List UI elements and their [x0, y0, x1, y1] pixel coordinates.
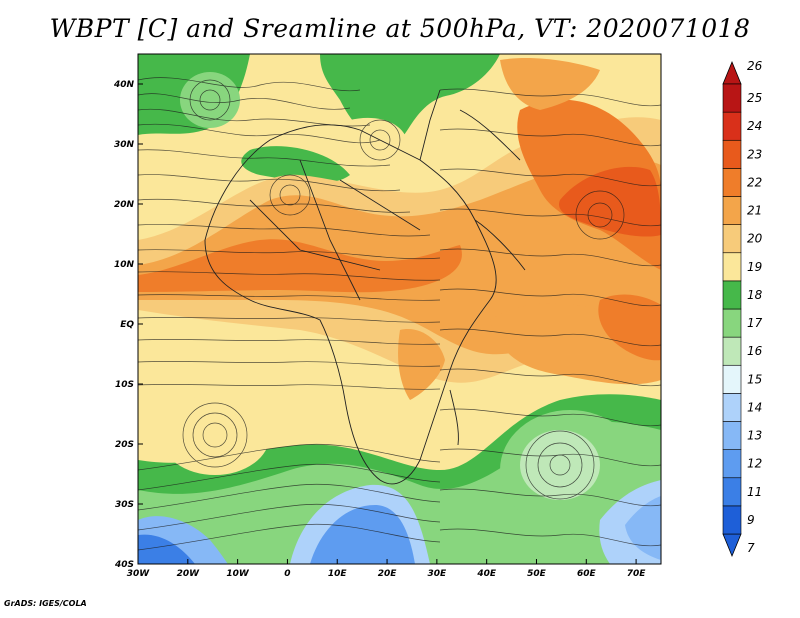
colorbar-label: 17	[747, 316, 763, 330]
lon-tick-label: 40E	[476, 569, 497, 579]
colorbar-swatch	[722, 280, 742, 310]
lon-tick-label: 30E	[428, 569, 448, 579]
colorbar-swatch	[722, 196, 742, 225]
lat-tick-label: 20N	[114, 200, 135, 210]
colorbar-swatch	[722, 393, 742, 422]
coastlines	[204, 89, 526, 485]
colorbar-swatch	[722, 308, 742, 338]
colorbar-swatch	[722, 168, 742, 197]
field-east-red-pocket	[598, 294, 661, 361]
field-northeast-orange	[500, 58, 600, 110]
footer-credit: GrADS: IGES/COLA	[4, 599, 87, 608]
plot-frame	[137, 53, 662, 565]
lon-tick-label: 70E	[627, 569, 647, 579]
field-north-yellow-pocket	[343, 117, 405, 155]
colorbar-swatch	[722, 421, 742, 450]
latitude-axis: 40N 30N 20N 10N EQ 10S 20S 30S 40S	[113, 80, 143, 570]
colorbar-swatch	[722, 505, 742, 535]
colorbar-label: 19	[747, 260, 762, 274]
lon-tick-label: 10E	[328, 569, 348, 579]
streamlines	[138, 77, 661, 551]
colorbar-label: 25	[747, 91, 762, 105]
lat-tick-label: 30N	[114, 140, 135, 150]
colorbar-arrow-max	[722, 60, 742, 85]
lon-tick-label: 10W	[226, 569, 250, 579]
field-central-warm	[398, 329, 445, 400]
lat-tick-label: 40S	[114, 560, 134, 570]
colorbar-label: 9	[747, 513, 755, 527]
colorbar-swatch	[722, 83, 742, 113]
colorbar-swatch	[722, 336, 742, 366]
colorbar-arrow-min	[722, 533, 742, 558]
colorbar-label: 15	[747, 372, 762, 386]
colorbar-label: 12	[747, 457, 762, 471]
colorbar: 7 9 11 12 13 14 15 16 17 18 19 20 21 22 23 24 25 26	[722, 59, 763, 558]
wbpt-field	[138, 54, 661, 564]
colorbar-swatch	[722, 449, 742, 479]
colorbar-label: 20	[747, 232, 763, 246]
lon-tick-label: 20W	[177, 569, 201, 579]
colorbar-label: 23	[747, 147, 762, 161]
lon-tick-label: 20E	[378, 569, 398, 579]
field-se-eddy-inner	[520, 430, 600, 500]
colorbar-label: 11	[747, 485, 762, 499]
lat-tick-label: 10N	[114, 260, 135, 270]
colorbar-label: 21	[747, 204, 762, 218]
colorbar-swatch	[722, 224, 742, 254]
field-south-blue-left-2	[138, 534, 195, 564]
lat-tick-label: 20S	[115, 440, 134, 450]
colorbar-label: 16	[747, 344, 763, 358]
field-south-blue-center-2	[310, 505, 415, 564]
lon-tick-label: 30W	[127, 569, 151, 579]
colorbar-label: 7	[747, 541, 755, 555]
lon-tick-label: 60E	[577, 569, 597, 579]
lon-tick-label: 0	[284, 569, 290, 579]
colorbar-swatch	[722, 111, 742, 141]
longitude-axis: 30W 20W 10W 0 10E 20E 30E 40E 50E 60E 70E	[127, 559, 647, 579]
field-orange-strong	[138, 239, 462, 293]
colorbar-label: 14	[747, 400, 762, 414]
field-sw-eddy	[160, 395, 270, 475]
colorbar-swatch	[722, 364, 742, 394]
lat-tick-label: 10S	[115, 380, 134, 390]
colorbar-swatch	[722, 139, 742, 169]
map-title: WBPT [C] and Sreamline at 500hPa, VT: 20…	[49, 14, 751, 43]
lat-tick-label: EQ	[120, 320, 134, 330]
colorbar-label: 13	[747, 429, 762, 443]
field-north-green-med	[241, 146, 350, 183]
colorbar-swatch	[722, 477, 742, 507]
colorbar-label: 24	[747, 119, 762, 133]
colorbar-swatch	[722, 252, 742, 282]
colorbar-label: 26	[747, 59, 763, 73]
lon-tick-label: 50E	[527, 569, 547, 579]
colorbar-label: 22	[747, 175, 762, 189]
colorbar-label: 18	[747, 288, 763, 302]
lat-tick-label: 40N	[113, 80, 135, 90]
lat-tick-label: 30S	[115, 500, 134, 510]
